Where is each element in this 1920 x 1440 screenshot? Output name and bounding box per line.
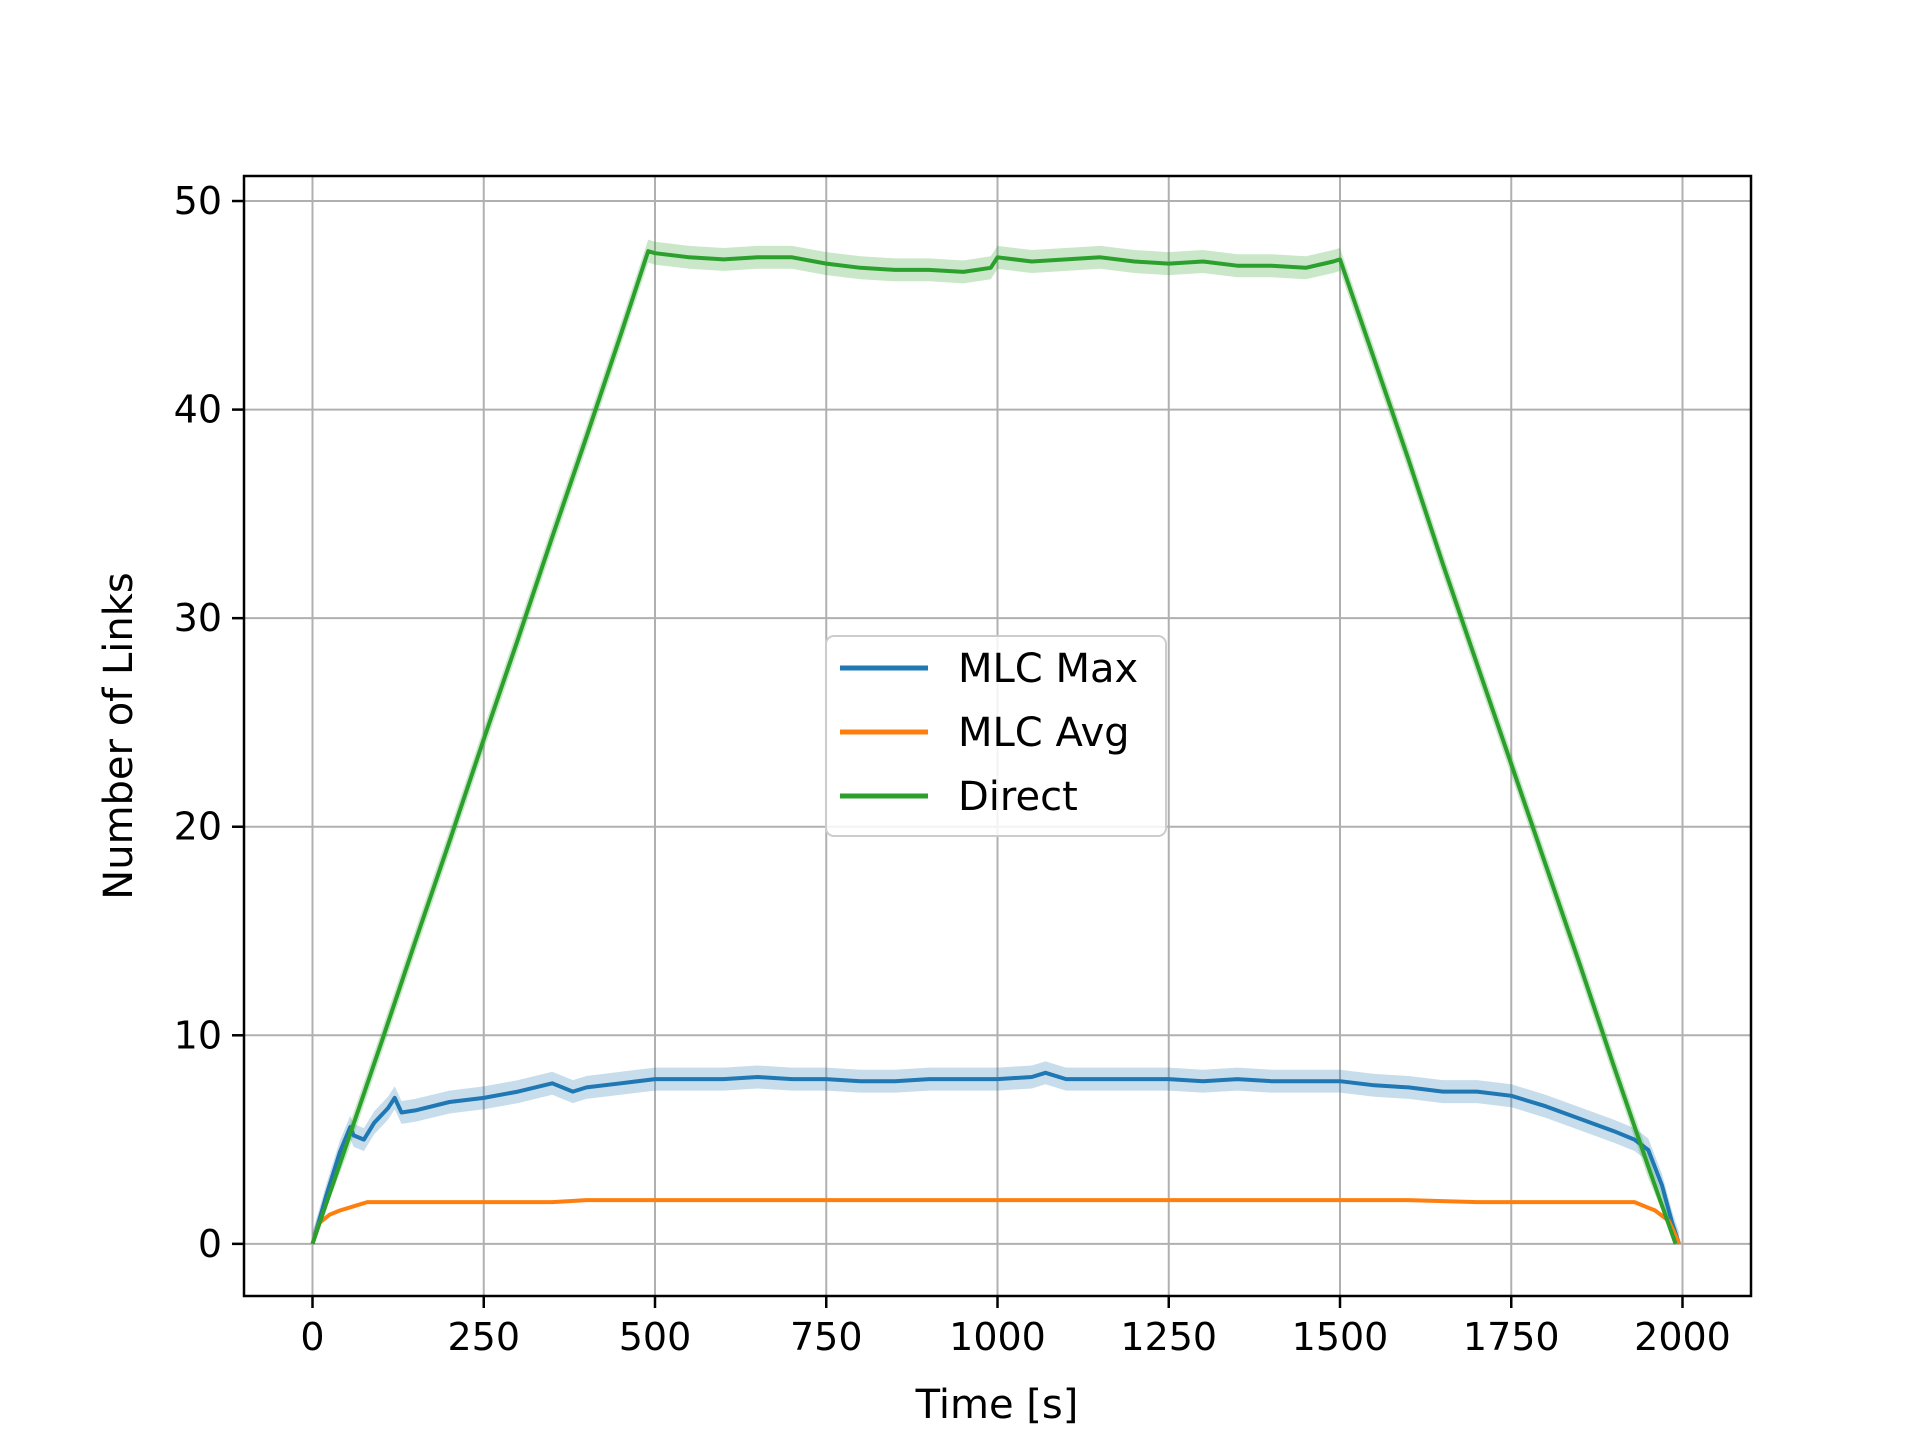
legend-label-1: MLC Avg (958, 710, 1130, 756)
legend-box (825, 635, 1167, 837)
x-tick-label: 750 (790, 1315, 863, 1359)
legend: MLC Max MLC Avg Direct (825, 635, 1167, 837)
series-lines (310, 249, 1681, 1245)
x-tick-label: 1250 (1120, 1315, 1217, 1359)
x-tick-label: 1750 (1463, 1315, 1560, 1359)
y-tick-label: 30 (174, 596, 222, 640)
x-tick-label: 2000 (1634, 1315, 1731, 1359)
y-tick-label: 10 (174, 1013, 222, 1057)
y-tick-label: 40 (174, 388, 222, 432)
y-tick-label: 50 (174, 179, 222, 223)
y-axis-label: Number of Links (96, 572, 142, 899)
series-line-2 (310, 249, 1678, 1245)
series-band-0 (312, 1061, 1680, 1244)
x-axis-label: Time [s] (915, 1382, 1079, 1428)
x-tick-label: 1500 (1292, 1315, 1389, 1359)
x-tick-label: 500 (619, 1315, 692, 1359)
legend-label-0: MLC Max (958, 646, 1138, 692)
x-tick-label: 0 (300, 1315, 324, 1359)
x-tick-label: 1000 (949, 1315, 1046, 1359)
series-line-0 (310, 1070, 1681, 1245)
x-tick-label: 250 (447, 1315, 520, 1359)
legend-label-2: Direct (958, 774, 1078, 820)
y-tick-label: 20 (174, 805, 222, 849)
y-axis-ticks: 0 10 20 30 40 50 (174, 179, 244, 1266)
y-tick-label: 0 (198, 1222, 222, 1266)
x-axis-ticks: 0 250 500 750 1000 1250 1500 1750 2000 (300, 1296, 1731, 1359)
series-line-1 (310, 1198, 1681, 1245)
